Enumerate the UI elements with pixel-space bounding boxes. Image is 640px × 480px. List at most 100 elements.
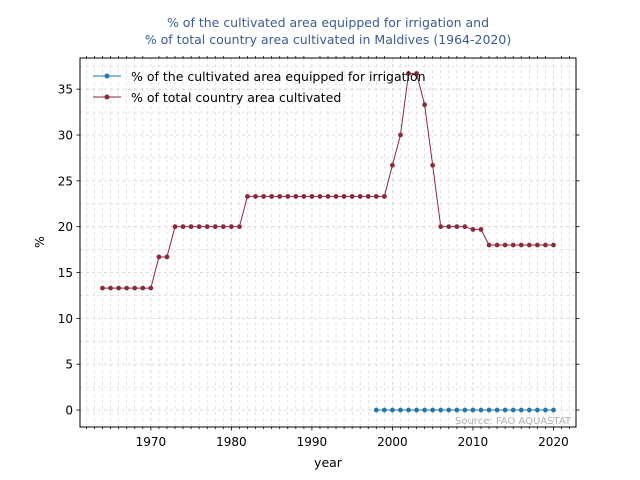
ticks: 1970 1980 1990 2000 2010 2020 0 5 10 15 20 25 30 35 [58, 56, 580, 449]
data-point-cultivated [220, 224, 226, 230]
y-tick-label: 10 [58, 312, 73, 326]
grid [80, 58, 576, 427]
data-point-cultivated [454, 224, 460, 230]
x-tick-label: 1990 [297, 435, 328, 449]
legend-label-cultivated: % of total country area cultivated [131, 90, 341, 105]
legend-marker-irrigation [104, 73, 110, 79]
x-tick-label: 1970 [136, 435, 167, 449]
data-point-cultivated [261, 194, 266, 199]
series-layer [100, 71, 556, 413]
data-point-irrigation [454, 407, 460, 413]
y-tick-label: 0 [65, 404, 73, 418]
data-point-irrigation [470, 407, 476, 413]
data-point-cultivated [100, 285, 105, 291]
data-point-cultivated [148, 285, 154, 291]
data-point-irrigation [526, 407, 532, 413]
y-tick-label: 15 [58, 266, 73, 280]
data-point-cultivated [526, 242, 532, 248]
y-tick-label: 30 [58, 129, 73, 143]
data-point-cultivated [196, 224, 202, 230]
data-point-cultivated [108, 285, 113, 291]
data-point-cultivated [164, 254, 170, 260]
data-point-cultivated [309, 194, 315, 199]
data-point-irrigation [390, 407, 395, 413]
data-point-cultivated [502, 242, 508, 248]
data-point-cultivated [293, 194, 299, 199]
data-point-irrigation [518, 407, 524, 413]
data-point-cultivated [543, 242, 548, 248]
data-point-irrigation [502, 407, 508, 413]
data-point-irrigation [373, 407, 379, 413]
x-tick-label: 1980 [216, 435, 247, 449]
data-point-irrigation [414, 407, 419, 413]
y-tick-label: 5 [65, 358, 73, 372]
data-point-irrigation [486, 407, 492, 413]
data-point-cultivated [333, 194, 339, 199]
data-point-cultivated [462, 224, 468, 230]
data-point-cultivated [156, 254, 162, 260]
data-point-cultivated [494, 242, 500, 248]
data-point-irrigation [543, 407, 548, 413]
x-tick-label: 2010 [458, 435, 489, 449]
data-point-irrigation [462, 407, 468, 413]
data-point-cultivated [253, 194, 258, 199]
data-point-cultivated [325, 194, 331, 199]
legend: % of the cultivated area equipped for ir… [93, 69, 426, 105]
data-point-irrigation [446, 407, 452, 413]
legend-label-irrigation: % of the cultivated area equipped for ir… [131, 69, 426, 84]
data-point-cultivated [180, 224, 186, 230]
data-point-cultivated [381, 194, 387, 199]
data-point-irrigation [422, 407, 428, 413]
data-point-cultivated [510, 242, 516, 248]
data-point-cultivated [438, 224, 444, 230]
data-point-cultivated [212, 224, 218, 230]
data-point-cultivated [430, 162, 436, 168]
data-point-irrigation [430, 407, 436, 413]
data-point-cultivated [534, 242, 540, 248]
data-point-irrigation [510, 407, 516, 413]
y-tick-label: 25 [58, 174, 73, 188]
data-point-cultivated [446, 224, 452, 230]
y-tick-label: 20 [58, 220, 73, 234]
data-point-cultivated [277, 194, 283, 199]
data-point-cultivated [390, 162, 395, 168]
data-point-cultivated [124, 285, 130, 291]
data-point-cultivated [116, 285, 122, 291]
data-point-cultivated [373, 194, 379, 199]
data-point-cultivated [551, 242, 556, 248]
data-point-cultivated [357, 194, 363, 199]
data-point-cultivated [341, 194, 347, 199]
data-point-cultivated [245, 194, 250, 199]
data-point-irrigation [381, 407, 387, 413]
data-point-irrigation [406, 407, 411, 413]
y-axis-label: % [32, 236, 47, 248]
data-point-cultivated [140, 285, 146, 291]
chart-title-line2: % of total country area cultivated in Ma… [145, 32, 511, 47]
data-point-cultivated [132, 285, 138, 291]
data-point-cultivated [269, 194, 275, 199]
data-point-cultivated [204, 224, 210, 230]
data-point-irrigation [494, 407, 500, 413]
data-point-cultivated [518, 242, 524, 248]
data-point-irrigation [478, 407, 484, 413]
x-tick-label: 2020 [538, 435, 569, 449]
source-note: Source: FAO AQUASTAT [455, 416, 572, 427]
data-point-cultivated [406, 71, 411, 76]
legend-marker-cultivated [104, 94, 110, 100]
data-point-cultivated [349, 194, 355, 199]
data-point-cultivated [398, 132, 403, 138]
data-point-irrigation [398, 407, 403, 413]
data-point-cultivated [301, 194, 307, 199]
data-point-irrigation [551, 407, 556, 413]
data-point-cultivated [365, 194, 371, 199]
data-point-cultivated [228, 224, 234, 230]
data-point-cultivated [188, 224, 194, 230]
x-axis-label: year [314, 455, 343, 470]
data-point-cultivated [237, 224, 242, 230]
data-point-cultivated [285, 194, 291, 199]
data-point-cultivated [317, 194, 323, 199]
data-point-cultivated [172, 224, 178, 230]
data-point-cultivated [414, 71, 419, 76]
data-point-cultivated [486, 242, 492, 248]
